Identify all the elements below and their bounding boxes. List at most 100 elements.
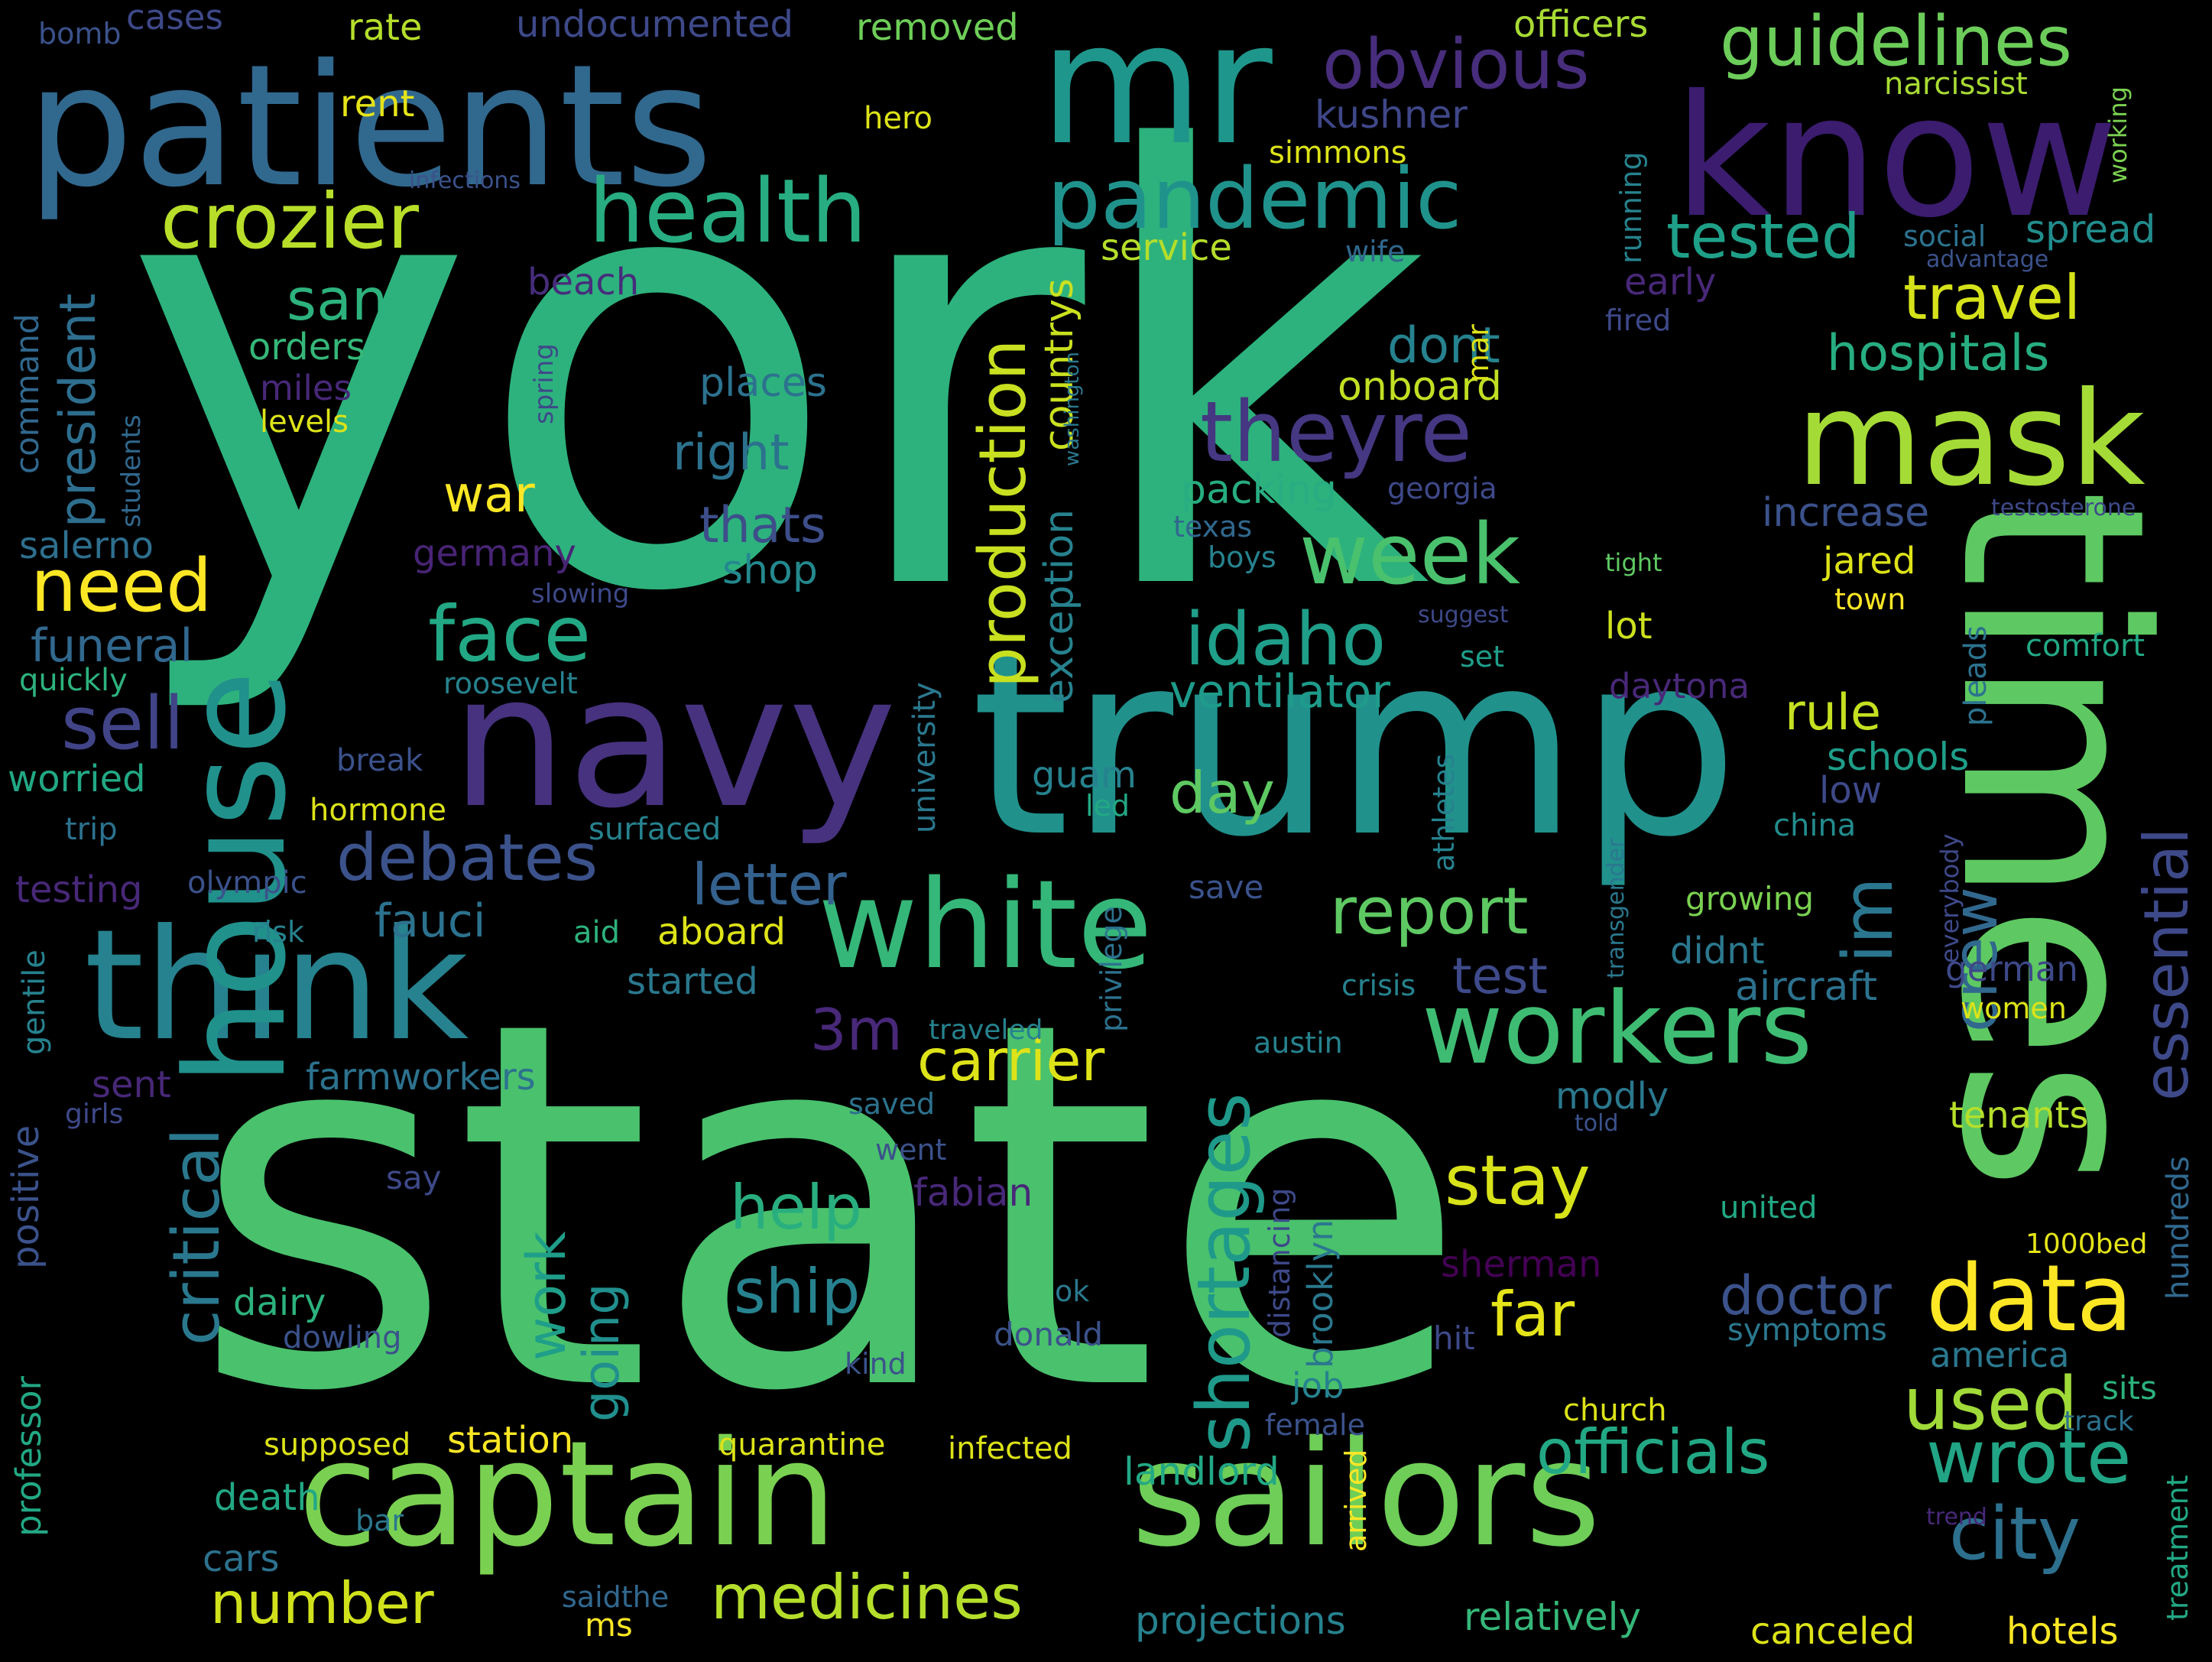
word-students: students <box>116 414 147 527</box>
word-spread: spread <box>2026 207 2156 252</box>
word-war: war <box>443 466 535 524</box>
word-salerno: salerno <box>19 524 154 567</box>
word-boys: boys <box>1208 540 1276 574</box>
word-female: female <box>1265 1408 1365 1442</box>
word-york: york <box>122 28 1431 722</box>
word-jared: jared <box>1823 540 1916 583</box>
word-tight: tight <box>1605 548 1662 577</box>
word-aboard: aboard <box>657 911 787 953</box>
word-donald: donald <box>994 1316 1104 1353</box>
word-trend: trend <box>1926 1504 1987 1531</box>
word-production: production <box>965 339 1041 688</box>
word-captain: captain <box>298 1410 838 1579</box>
word-town: town <box>1834 583 1906 616</box>
word-packing: packing <box>1181 467 1337 513</box>
word-early: early <box>1624 261 1717 304</box>
word-quickly: quickly <box>19 663 128 698</box>
word-growing: growing <box>1685 880 1814 917</box>
word-advantage: advantage <box>1926 246 2049 273</box>
word-levels: levels <box>260 404 349 440</box>
word-stay: stay <box>1445 1141 1591 1221</box>
word-service: service <box>1101 226 1232 269</box>
word-canceled: canceled <box>1750 1610 1915 1653</box>
word-rate: rate <box>348 6 423 49</box>
word-church: church <box>1563 1393 1667 1428</box>
word-america: america <box>1930 1335 2070 1375</box>
word-track: track <box>2064 1406 2134 1437</box>
word-city: city <box>1949 1492 2081 1576</box>
word-crozier: crozier <box>161 177 419 266</box>
word-white: white <box>818 853 1153 996</box>
word-texas: texas <box>1173 510 1253 544</box>
word-data: data <box>1926 1246 2133 1352</box>
word-work: work <box>515 1231 578 1361</box>
word-doctor: doctor <box>1720 1264 1892 1327</box>
word-working: working <box>2103 86 2133 183</box>
word-sherman: sherman <box>1441 1243 1602 1286</box>
word-think: think <box>84 897 469 1075</box>
word-hundreds: hundreds <box>2161 1156 2196 1300</box>
word-obvious: obvious <box>1322 24 1590 105</box>
word-saved: saved <box>848 1087 936 1121</box>
word-germany: germany <box>413 532 576 575</box>
word-number: number <box>210 1569 434 1637</box>
word-women: women <box>1961 992 2067 1025</box>
word-infections: infections <box>409 167 521 194</box>
word-shortages: shortages <box>1182 1092 1267 1453</box>
word-ms: ms <box>585 1606 633 1644</box>
word-miles: miles <box>260 368 352 408</box>
word-save: save <box>1189 868 1264 906</box>
word-know: know <box>1674 59 2119 255</box>
word-narcissist: narcissist <box>1884 67 2028 102</box>
word-simmons: simmons <box>1269 135 1407 170</box>
word-arrived: arrived <box>1339 1449 1373 1552</box>
word-tenants: tenants <box>1949 1094 2089 1137</box>
word-set: set <box>1460 640 1505 674</box>
word-bomb: bomb <box>38 17 122 50</box>
word-hospitals: hospitals <box>1827 325 2050 382</box>
word-right: right <box>673 424 790 482</box>
word-tested: tested <box>1666 201 1860 272</box>
word-say: say <box>386 1159 442 1196</box>
word-carrier: carrier <box>917 1027 1105 1094</box>
word-trump: trump <box>971 599 1740 892</box>
word-modly: modly <box>1555 1075 1669 1118</box>
word-undocumented: undocumented <box>516 3 794 46</box>
word-im: im <box>1828 877 1909 963</box>
word-social: social <box>1903 219 1987 253</box>
word-professor: professor <box>8 1375 49 1537</box>
word-far: far <box>1490 1279 1575 1350</box>
word-thats: thats <box>699 497 826 554</box>
word-sent: sent <box>92 1063 171 1106</box>
word-ventilator: ventilator <box>1169 665 1390 719</box>
word-hotels: hotels <box>2006 1610 2119 1653</box>
word-bar: bar <box>355 1504 404 1537</box>
word-surfaced: surfaced <box>589 812 722 847</box>
word-health: health <box>589 161 868 263</box>
word-hero: hero <box>864 101 932 136</box>
word-shop: shop <box>722 547 818 593</box>
word-aid: aid <box>573 915 621 950</box>
word-theyre: theyre <box>1200 383 1473 481</box>
word-job: job <box>1292 1365 1344 1406</box>
word-worried: worried <box>8 758 146 800</box>
word-test: test <box>1452 948 1548 1005</box>
word-1000bed: 1000bed <box>2026 1229 2148 1260</box>
word-austin: austin <box>1254 1026 1343 1060</box>
word-kushner: kushner <box>1315 93 1468 137</box>
word-sailors: sailors <box>1131 1410 1601 1579</box>
word-fauci: fauci <box>375 894 486 948</box>
word-station: station <box>447 1419 574 1462</box>
word-infected: infected <box>948 1431 1072 1466</box>
word-pandemic: pandemic <box>1047 150 1462 248</box>
word-3m: 3m <box>810 996 903 1063</box>
word-rent: rent <box>340 83 415 125</box>
word-funeral: funeral <box>31 619 193 673</box>
word-officials: officials <box>1536 1417 1770 1488</box>
word-privilege: privilege <box>1095 906 1128 1032</box>
word-symptoms: symptoms <box>1727 1313 1887 1348</box>
word-help: help <box>730 1172 862 1243</box>
word-positive: positive <box>5 1125 47 1269</box>
word-idaho: idaho <box>1185 598 1387 682</box>
word-onboard: onboard <box>1338 364 1502 410</box>
